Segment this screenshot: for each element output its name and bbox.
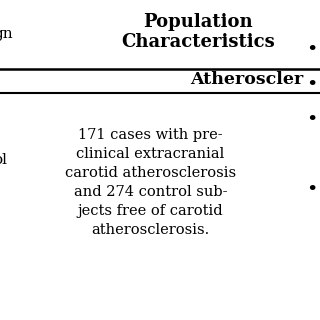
Text: gn: gn <box>0 27 13 41</box>
Text: •: • <box>306 111 318 129</box>
Text: Population
Characteristics: Population Characteristics <box>122 12 275 52</box>
Text: •: • <box>306 41 318 59</box>
Text: ol: ol <box>0 153 8 167</box>
Text: •: • <box>306 76 318 94</box>
Text: 171 cases with pre-
clinical extracranial
carotid atherosclerosis
and 274 contro: 171 cases with pre- clinical extracrania… <box>65 128 236 237</box>
Text: •: • <box>306 181 318 199</box>
Text: Atheroscler: Atheroscler <box>190 71 303 89</box>
